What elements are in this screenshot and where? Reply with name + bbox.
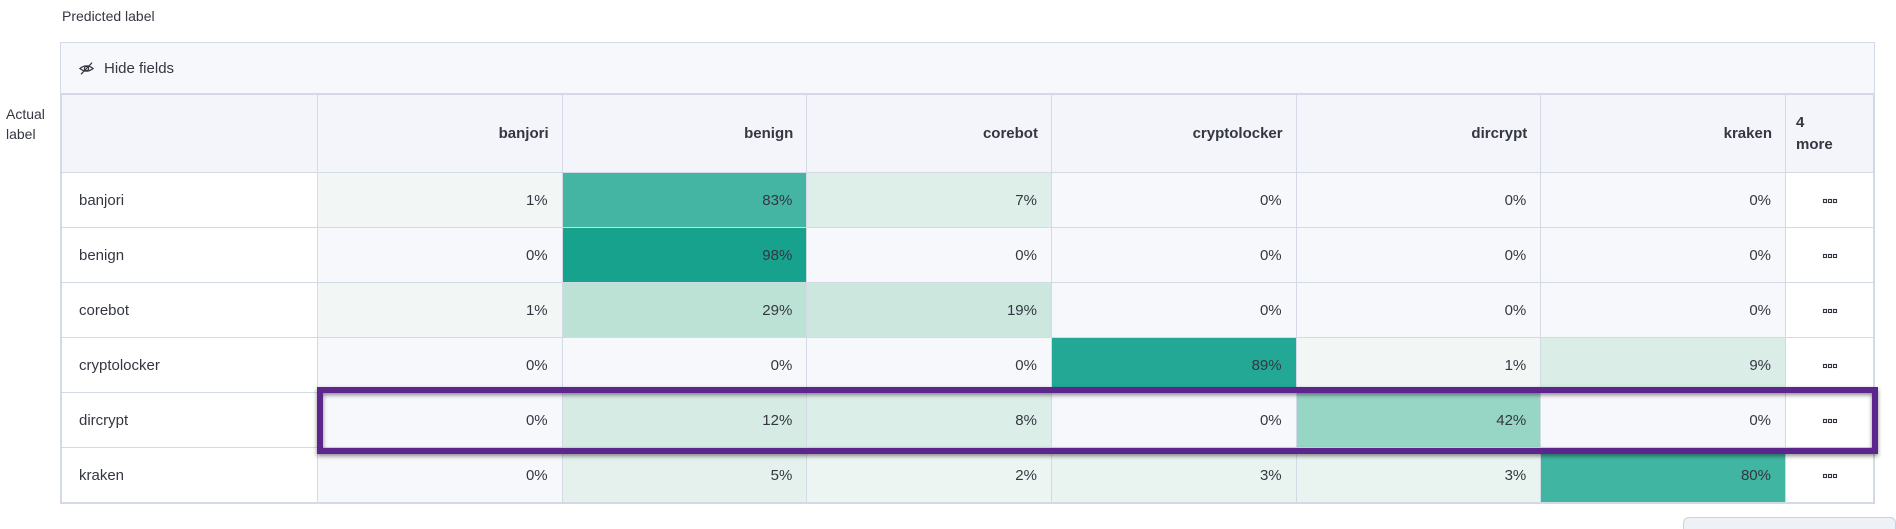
matrix-cell: 3% <box>1295 447 1542 503</box>
matrix-cell: 0% <box>317 447 563 503</box>
matrix-cell: 1% <box>317 172 563 228</box>
matrix-cell: 0% <box>1540 227 1786 283</box>
row-actions-cell[interactable] <box>1785 282 1874 338</box>
matrix-cell: 0% <box>317 337 563 393</box>
boxes-horizontal-icon <box>1822 473 1837 478</box>
matrix-cell: 83% <box>561 172 808 228</box>
matrix-cell: 9% <box>1540 337 1786 393</box>
matrix-cell: 1% <box>1295 337 1542 393</box>
column-header-banjori[interactable]: banjori <box>317 94 563 173</box>
matrix-cell: 0% <box>1050 282 1297 338</box>
row-actions-cell[interactable] <box>1785 337 1874 393</box>
boxes-horizontal-icon <box>1822 253 1837 258</box>
matrix-cell: 0% <box>317 392 563 448</box>
matrix-cell: 3% <box>1050 447 1297 503</box>
boxes-horizontal-icon <box>1822 363 1837 368</box>
row-label: kraken <box>61 447 318 503</box>
matrix-cell: 5% <box>561 447 808 503</box>
matrix-cell: 7% <box>806 172 1052 228</box>
matrix-cell: 0% <box>1540 392 1786 448</box>
row-label: dircrypt <box>61 392 318 448</box>
row-actions-cell[interactable] <box>1785 172 1874 228</box>
matrix-cell: 8% <box>806 392 1052 448</box>
row-actions-cell[interactable] <box>1785 227 1874 283</box>
matrix-cell: 0% <box>1050 172 1297 228</box>
hide-fields-label: Hide fields <box>104 59 175 77</box>
matrix-cell: 0% <box>1295 282 1542 338</box>
matrix-cell: 0% <box>1295 227 1542 283</box>
matrix-cell: 0% <box>1540 172 1786 228</box>
header-row: banjori benign corebot cryptolocker dircrypt… <box>61 94 1874 173</box>
row-label: banjori <box>61 172 318 228</box>
table-row-cryptolocker: cryptolocker 0% 0% 0% 89% 1% 9% <box>61 337 1874 393</box>
corner-header <box>61 94 318 173</box>
column-header-benign[interactable]: benign <box>561 94 808 173</box>
boxes-horizontal-icon <box>1822 308 1837 313</box>
matrix-cell: 19% <box>806 282 1052 338</box>
table-row-benign: benign 0% 98% 0% 0% 0% 0% <box>61 227 1874 283</box>
matrix-cell: 12% <box>561 392 808 448</box>
matrix-cell: 0% <box>806 337 1052 393</box>
matrix-cell: 2% <box>806 447 1052 503</box>
partial-bottom-right-element[interactable] <box>1683 517 1896 529</box>
matrix-cell: 89% <box>1050 337 1297 393</box>
matrix-cell: 0% <box>806 227 1052 283</box>
column-header-kraken[interactable]: kraken <box>1540 94 1786 173</box>
row-label: benign <box>61 227 318 283</box>
confusion-matrix-grid: Hide fields banjori benign corebot cryptolo… <box>60 42 1875 504</box>
column-header-cryptolocker[interactable]: cryptolocker <box>1050 94 1297 173</box>
table-row-banjori: banjori 1% 83% 7% 0% 0% 0% <box>61 172 1874 228</box>
matrix-cell: 0% <box>317 227 563 283</box>
column-header-dircrypt[interactable]: dircrypt <box>1295 94 1542 173</box>
matrix-cell: 0% <box>1540 282 1786 338</box>
row-actions-cell[interactable] <box>1785 392 1874 448</box>
matrix-cell: 0% <box>1050 227 1297 283</box>
matrix-cell: 42% <box>1295 392 1542 448</box>
actual-label-axis-title: Actual label <box>6 106 45 142</box>
predicted-label-axis-title: Predicted label <box>62 8 155 24</box>
eye-closed-icon <box>78 61 95 75</box>
table-row-dircrypt: dircrypt 0% 12% 8% 0% 42% 0% <box>61 392 1874 448</box>
confusion-matrix-table: banjori benign corebot cryptolocker dircrypt… <box>61 94 1874 503</box>
matrix-cell: 0% <box>1050 392 1297 448</box>
boxes-horizontal-icon <box>1822 198 1837 203</box>
matrix-cell: 1% <box>317 282 563 338</box>
table-row-corebot: corebot 1% 29% 19% 0% 0% 0% <box>61 282 1874 338</box>
matrix-cell: 80% <box>1540 447 1786 503</box>
hide-fields-button[interactable]: Hide fields <box>61 43 1874 94</box>
more-columns-header[interactable]: 4 more <box>1785 94 1874 173</box>
matrix-cell: 98% <box>561 227 808 283</box>
boxes-horizontal-icon <box>1822 418 1837 423</box>
row-actions-cell[interactable] <box>1785 447 1874 503</box>
matrix-cell: 0% <box>561 337 808 393</box>
row-label: corebot <box>61 282 318 338</box>
matrix-cell: 0% <box>1295 172 1542 228</box>
table-row-kraken: kraken 0% 5% 2% 3% 3% 80% <box>61 447 1874 503</box>
matrix-cell: 29% <box>561 282 808 338</box>
row-label: cryptolocker <box>61 337 318 393</box>
column-header-corebot[interactable]: corebot <box>806 94 1052 173</box>
